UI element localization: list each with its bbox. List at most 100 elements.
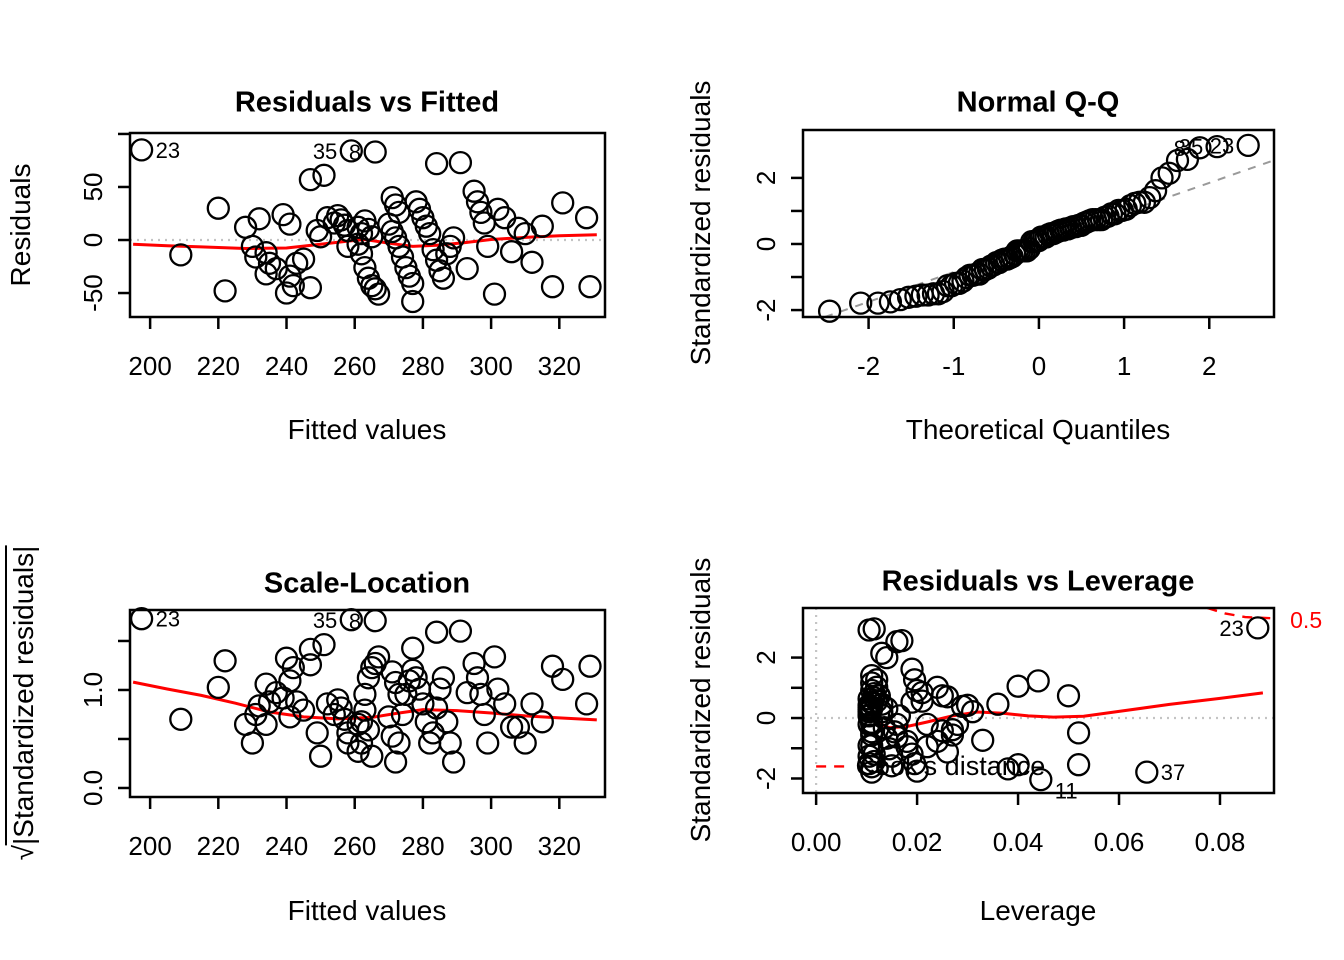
data-point-circle [930, 684, 954, 708]
data-point-circle [870, 692, 894, 716]
data-point-circle [1150, 166, 1174, 190]
data-point-circle [486, 677, 510, 701]
data-point-circle [441, 750, 466, 774]
panel-plot-region [129, 607, 602, 774]
y-tick-label: 2 [751, 650, 781, 664]
data-point-circle [356, 666, 381, 690]
data-point-circle [346, 232, 370, 256]
panel-scale-location: 200 220 240 260 280 300 320 0.0 1.0 23 35 8 [78, 607, 607, 861]
data-point-circle [896, 285, 921, 309]
panel-plot-region: Cook's distance [803, 606, 1275, 793]
points-layer [857, 616, 1270, 792]
y-tick-label: -2 [751, 767, 781, 790]
point-label-35: 35 [313, 608, 337, 633]
data-point-circle [915, 712, 939, 737]
data-point-circle [308, 744, 333, 768]
data-point-circle [1236, 133, 1260, 158]
x-tick-label: 0 [1032, 351, 1046, 381]
data-point-circle [887, 704, 912, 728]
data-point-circle [1157, 161, 1181, 185]
data-point-circle [578, 275, 602, 299]
data-point-circle [356, 718, 381, 742]
data-point-circle [905, 759, 929, 783]
panel-title-residuals-vs-fitted: Residuals vs Fitted [234, 86, 500, 119]
data-point-circle [1135, 760, 1159, 784]
x-tick-label: 260 [333, 831, 376, 861]
data-point-circle [401, 636, 425, 660]
data-point-circle [363, 609, 387, 633]
data-point-circle [366, 282, 391, 306]
data-point-circle [482, 282, 507, 306]
y-tick-label: 0.0 [78, 770, 108, 806]
data-point-circle [418, 221, 442, 246]
data-point-circle [476, 731, 500, 755]
data-point-circle [322, 702, 346, 727]
data-point-circle [499, 240, 524, 264]
panel-normal-qq: -2 -1 0 1 2 -2 0 2 8 23 35 [751, 128, 1276, 381]
data-point-circle [551, 191, 575, 215]
points-layer [129, 138, 602, 314]
data-point-circle [336, 234, 360, 259]
x-tick-label: -2 [857, 351, 880, 381]
data-point-circle [540, 275, 565, 299]
cook-level-label: 0.5 [1290, 607, 1322, 633]
data-point-circle [986, 692, 1010, 716]
data-point-circle [520, 692, 544, 716]
data-point-circle [499, 715, 524, 739]
x-axis-label-theoretical-quantiles: Theoretical Quantiles [905, 414, 1171, 445]
data-point-circle [448, 619, 473, 643]
data-point-circle [1188, 136, 1212, 160]
x-tick-label: 0.06 [1094, 827, 1145, 857]
point-label-23: 23 [1219, 616, 1243, 641]
x-tick-label: 0.04 [993, 827, 1044, 857]
panel-plot-region [129, 138, 605, 314]
data-point-circle [431, 266, 456, 290]
data-point-circle [240, 731, 265, 755]
x-tick-label: 320 [538, 351, 581, 381]
x-tick-label: 240 [265, 831, 308, 861]
data-point-circle [278, 212, 302, 236]
y-tick-label: 1.0 [78, 672, 108, 708]
panel-plot-region [817, 133, 1275, 323]
data-point-circle [363, 277, 387, 301]
data-point-circle [428, 677, 452, 701]
data-point-circle [860, 723, 884, 747]
x-axis-label-fitted-values-top: Fitted values [287, 414, 447, 445]
data-point-circle [486, 197, 510, 221]
data-point-circle [240, 234, 265, 259]
panel-title-residuals-vs-leverage: Residuals vs Leverage [881, 565, 1195, 598]
data-point-circle [900, 690, 924, 714]
data-point-circle [438, 731, 462, 755]
cook-distance-contour [1207, 606, 1275, 620]
data-point-circle [551, 667, 575, 692]
point-label-35: 35 [1179, 135, 1203, 160]
x-tick-label: 220 [197, 831, 240, 861]
data-point-circle [1056, 684, 1081, 708]
data-point-circle [862, 742, 886, 766]
data-point-circle [298, 653, 323, 677]
points-layer [817, 133, 1260, 323]
data-point-circle [513, 731, 537, 755]
y-axis-label-standardized-residuals-top: Standardized residuals [685, 80, 716, 366]
data-point-circle [206, 675, 230, 700]
data-point-circle [878, 290, 903, 314]
panel-box [128, 131, 607, 319]
data-point-circle [1006, 674, 1030, 698]
data-point-circle [455, 256, 479, 281]
panel-title-normal-qq: Normal Q-Q [956, 86, 1120, 119]
data-point-circle [462, 179, 486, 203]
data-point-circle [411, 692, 435, 716]
data-point-circle [530, 214, 554, 238]
data-point-circle [940, 718, 965, 742]
data-point-circle [540, 654, 565, 678]
data-point-circle [930, 719, 954, 743]
data-point-circle [346, 739, 370, 763]
data-point-circle [530, 710, 554, 734]
data-point-circle [890, 628, 914, 653]
data-point-circle [312, 163, 336, 187]
y-tick-label: 0 [78, 233, 108, 247]
data-point-circle [278, 705, 302, 729]
data-point-circle [360, 273, 384, 298]
data-point-circle [329, 696, 353, 720]
x-tick-label: 260 [333, 351, 376, 381]
